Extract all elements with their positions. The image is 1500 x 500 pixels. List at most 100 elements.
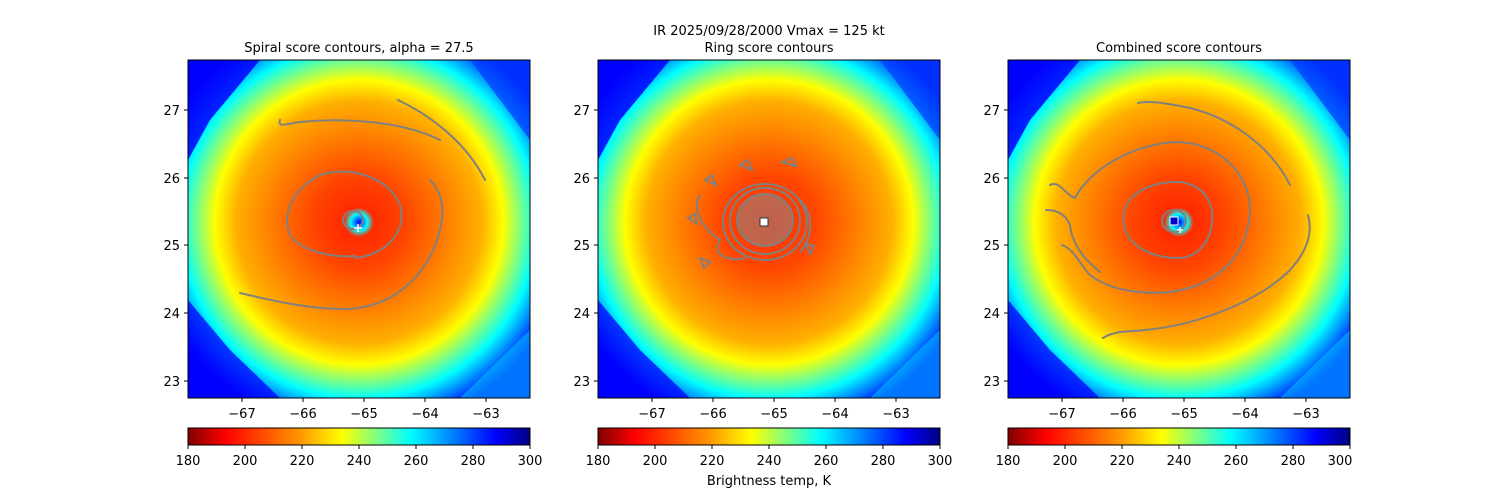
center-marker bbox=[1169, 216, 1179, 226]
x-tick-label: −66 bbox=[289, 407, 316, 422]
colorbar-bar bbox=[597, 427, 941, 446]
contour-line bbox=[778, 156, 798, 168]
colorbar-label: Brightness temp, K bbox=[707, 474, 832, 489]
contour-line bbox=[1161, 209, 1187, 233]
contour-line bbox=[698, 256, 712, 270]
colorbar-tick-label: 200 bbox=[1053, 454, 1078, 469]
panel-title: Ring score contours bbox=[704, 41, 833, 56]
x-axis: −67 −66 −65 −64 −63 bbox=[228, 398, 500, 422]
colorbar-tick-label: 240 bbox=[757, 454, 782, 469]
colorbar-tick-label: 280 bbox=[871, 454, 896, 469]
colorbar: 180 200 220 240 260 280 300 bbox=[996, 427, 1353, 469]
colorbar-tick-label: 220 bbox=[1110, 454, 1135, 469]
x-tick-label: −63 bbox=[472, 407, 499, 422]
colorbar-tick-label: 280 bbox=[461, 454, 486, 469]
ir-image bbox=[188, 60, 530, 398]
y-tick-label: 27 bbox=[983, 104, 1000, 119]
colorbar-tick-label: 240 bbox=[1167, 454, 1192, 469]
contour-line bbox=[397, 99, 486, 181]
x-tick-label: −65 bbox=[350, 407, 377, 422]
colorbar-tick-label: 260 bbox=[404, 454, 429, 469]
colorbar: 180 200 220 240 260 280 300 bbox=[586, 427, 953, 469]
x-tick-label: −63 bbox=[882, 407, 909, 422]
y-tick-label: 25 bbox=[983, 239, 1000, 254]
x-tick-label: −64 bbox=[1231, 407, 1258, 422]
x-tick-label: −67 bbox=[638, 407, 665, 422]
x-tick-label: −66 bbox=[699, 407, 726, 422]
x-tick-label: −63 bbox=[1292, 407, 1319, 422]
y-axis: 23 24 25 26 27 bbox=[573, 104, 598, 390]
panel-title: Spiral score contours, alpha = 27.5 bbox=[244, 41, 473, 56]
colorbar-tick-label: 260 bbox=[814, 454, 839, 469]
panel-title: Combined score contours bbox=[1096, 41, 1262, 56]
colorbar-tick-label: 300 bbox=[1328, 454, 1353, 469]
y-axis: 23 24 25 26 27 bbox=[983, 104, 1008, 390]
colorbar-tick-label: 220 bbox=[700, 454, 725, 469]
colorbar-tick-label: 280 bbox=[1281, 454, 1306, 469]
colorbar-tick-label: 180 bbox=[176, 454, 201, 469]
contour-line bbox=[1102, 214, 1311, 339]
contour-line bbox=[737, 158, 754, 172]
contour-line bbox=[799, 199, 812, 253]
y-tick-label: 26 bbox=[163, 172, 180, 187]
y-tick-label: 24 bbox=[573, 307, 590, 322]
y-tick-label: 26 bbox=[573, 172, 590, 187]
contour-line bbox=[804, 242, 816, 257]
contour-line bbox=[1137, 100, 1291, 186]
panel-combined: Combined score contours −67 −66 −65 −64 … bbox=[983, 41, 1352, 469]
y-tick-label: 26 bbox=[983, 172, 1000, 187]
y-tick-label: 24 bbox=[983, 307, 1000, 322]
y-tick-label: 23 bbox=[983, 375, 1000, 390]
spiral-contours bbox=[239, 99, 486, 311]
x-tick-label: −66 bbox=[1109, 407, 1136, 422]
center-marker bbox=[354, 224, 362, 232]
colorbar-bar bbox=[187, 427, 531, 446]
contour-line bbox=[729, 187, 801, 255]
colorbar-bar bbox=[1007, 427, 1351, 446]
colorbar-tick-label: 200 bbox=[643, 454, 668, 469]
x-tick-label: −65 bbox=[1170, 407, 1197, 422]
center-marker bbox=[759, 217, 769, 227]
x-tick-label: −64 bbox=[821, 407, 848, 422]
y-tick-label: 25 bbox=[573, 239, 590, 254]
combined-contours bbox=[1045, 100, 1311, 339]
colorbar: 180 200 220 240 260 280 300 bbox=[176, 427, 543, 469]
x-axis: −67 −66 −65 −64 −63 bbox=[1048, 398, 1320, 422]
x-tick-label: −67 bbox=[228, 407, 255, 422]
colorbar-tick-label: 200 bbox=[233, 454, 258, 469]
contour-line bbox=[278, 119, 441, 141]
x-axis: −67 −66 −65 −64 −63 bbox=[638, 398, 910, 422]
axes-frame bbox=[187, 59, 531, 399]
contour-line bbox=[286, 170, 403, 259]
contour-line bbox=[1049, 140, 1252, 294]
contour-line bbox=[239, 179, 444, 311]
y-tick-label: 25 bbox=[163, 239, 180, 254]
y-tick-label: 27 bbox=[573, 104, 590, 119]
x-tick-label: −67 bbox=[1048, 407, 1075, 422]
axes-frame bbox=[1007, 59, 1351, 399]
contour-line bbox=[703, 173, 718, 187]
axes-frame bbox=[597, 59, 941, 399]
colorbar-tick-label: 180 bbox=[586, 454, 611, 469]
colorbar-tick-label: 180 bbox=[996, 454, 1021, 469]
x-tick-label: −65 bbox=[760, 407, 787, 422]
colorbar-tick-label: 300 bbox=[928, 454, 953, 469]
y-tick-label: 27 bbox=[163, 104, 180, 119]
panel-ring: Ring score contours −67 −66 −65 bbox=[573, 41, 952, 489]
contour-line bbox=[722, 183, 808, 261]
colorbar-tick-label: 260 bbox=[1224, 454, 1249, 469]
contour-line bbox=[342, 210, 364, 230]
contour-line bbox=[695, 194, 746, 260]
y-tick-label: 24 bbox=[163, 307, 180, 322]
y-axis: 23 24 25 26 27 bbox=[163, 104, 188, 390]
contour-line bbox=[1122, 180, 1214, 259]
figure-suptitle: IR 2025/09/28/2000 Vmax = 125 kt bbox=[653, 24, 884, 39]
x-tick-label: −64 bbox=[411, 407, 438, 422]
panel-spiral: Spiral score contours, alpha = 27.5 −67 … bbox=[163, 41, 542, 469]
ir-image bbox=[1008, 60, 1350, 398]
y-tick-label: 23 bbox=[163, 375, 180, 390]
colorbar-tick-label: 300 bbox=[518, 454, 543, 469]
y-tick-label: 23 bbox=[573, 375, 590, 390]
contour-line bbox=[686, 212, 699, 227]
